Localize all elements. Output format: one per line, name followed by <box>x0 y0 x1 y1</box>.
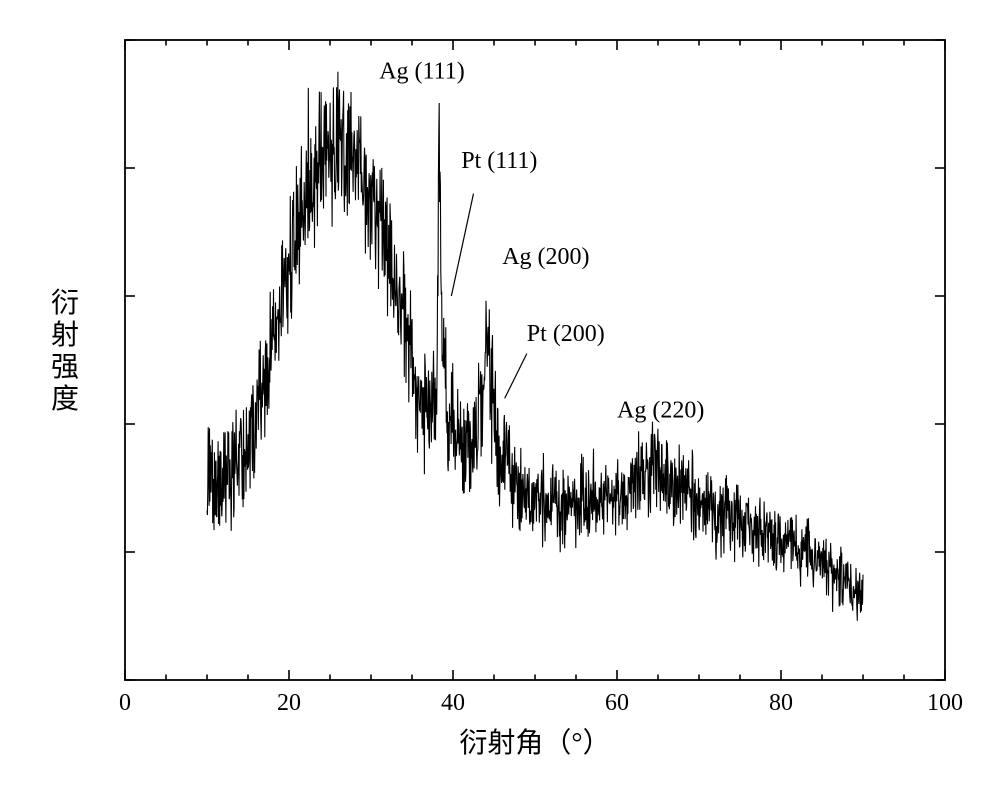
x-tick-label: 80 <box>769 690 793 716</box>
plot-frame <box>125 40 945 680</box>
peak-label: Pt (111) <box>461 148 537 174</box>
y-axis-label: 衍射强度 <box>51 287 79 415</box>
x-tick-label: 40 <box>441 690 465 716</box>
y-axis-label-char: 衍 <box>51 287 79 319</box>
peak-label: Ag (111) <box>379 58 465 84</box>
y-axis-label-char: 射 <box>51 319 79 351</box>
peak-leader <box>451 194 473 296</box>
x-tick-label: 100 <box>927 690 963 716</box>
peak-leader <box>505 354 527 399</box>
x-tick-label: 0 <box>119 690 131 716</box>
x-axis-label: 衍射角（°） <box>459 727 610 759</box>
peak-label: Ag (200) <box>502 244 589 270</box>
y-axis-label-char: 强 <box>51 352 79 383</box>
y-axis-label-char: 度 <box>51 383 79 415</box>
x-tick-label: 20 <box>277 690 301 716</box>
peak-label: Ag (220) <box>617 398 704 424</box>
y-axis-ticks <box>125 40 945 680</box>
x-axis-ticks: 0 20 40 60 80 100 <box>119 40 963 716</box>
x-tick-label: 60 <box>605 690 629 716</box>
peak-labels: Ag (111) Pt (111) Ag (200) Pt (200) Ag (220) <box>379 58 704 423</box>
peak-label: Pt (200) <box>527 321 605 347</box>
xrd-chart: 0 20 40 60 80 100 Ag (111) Pt (111) Ag (200) Pt … <box>0 0 1000 789</box>
